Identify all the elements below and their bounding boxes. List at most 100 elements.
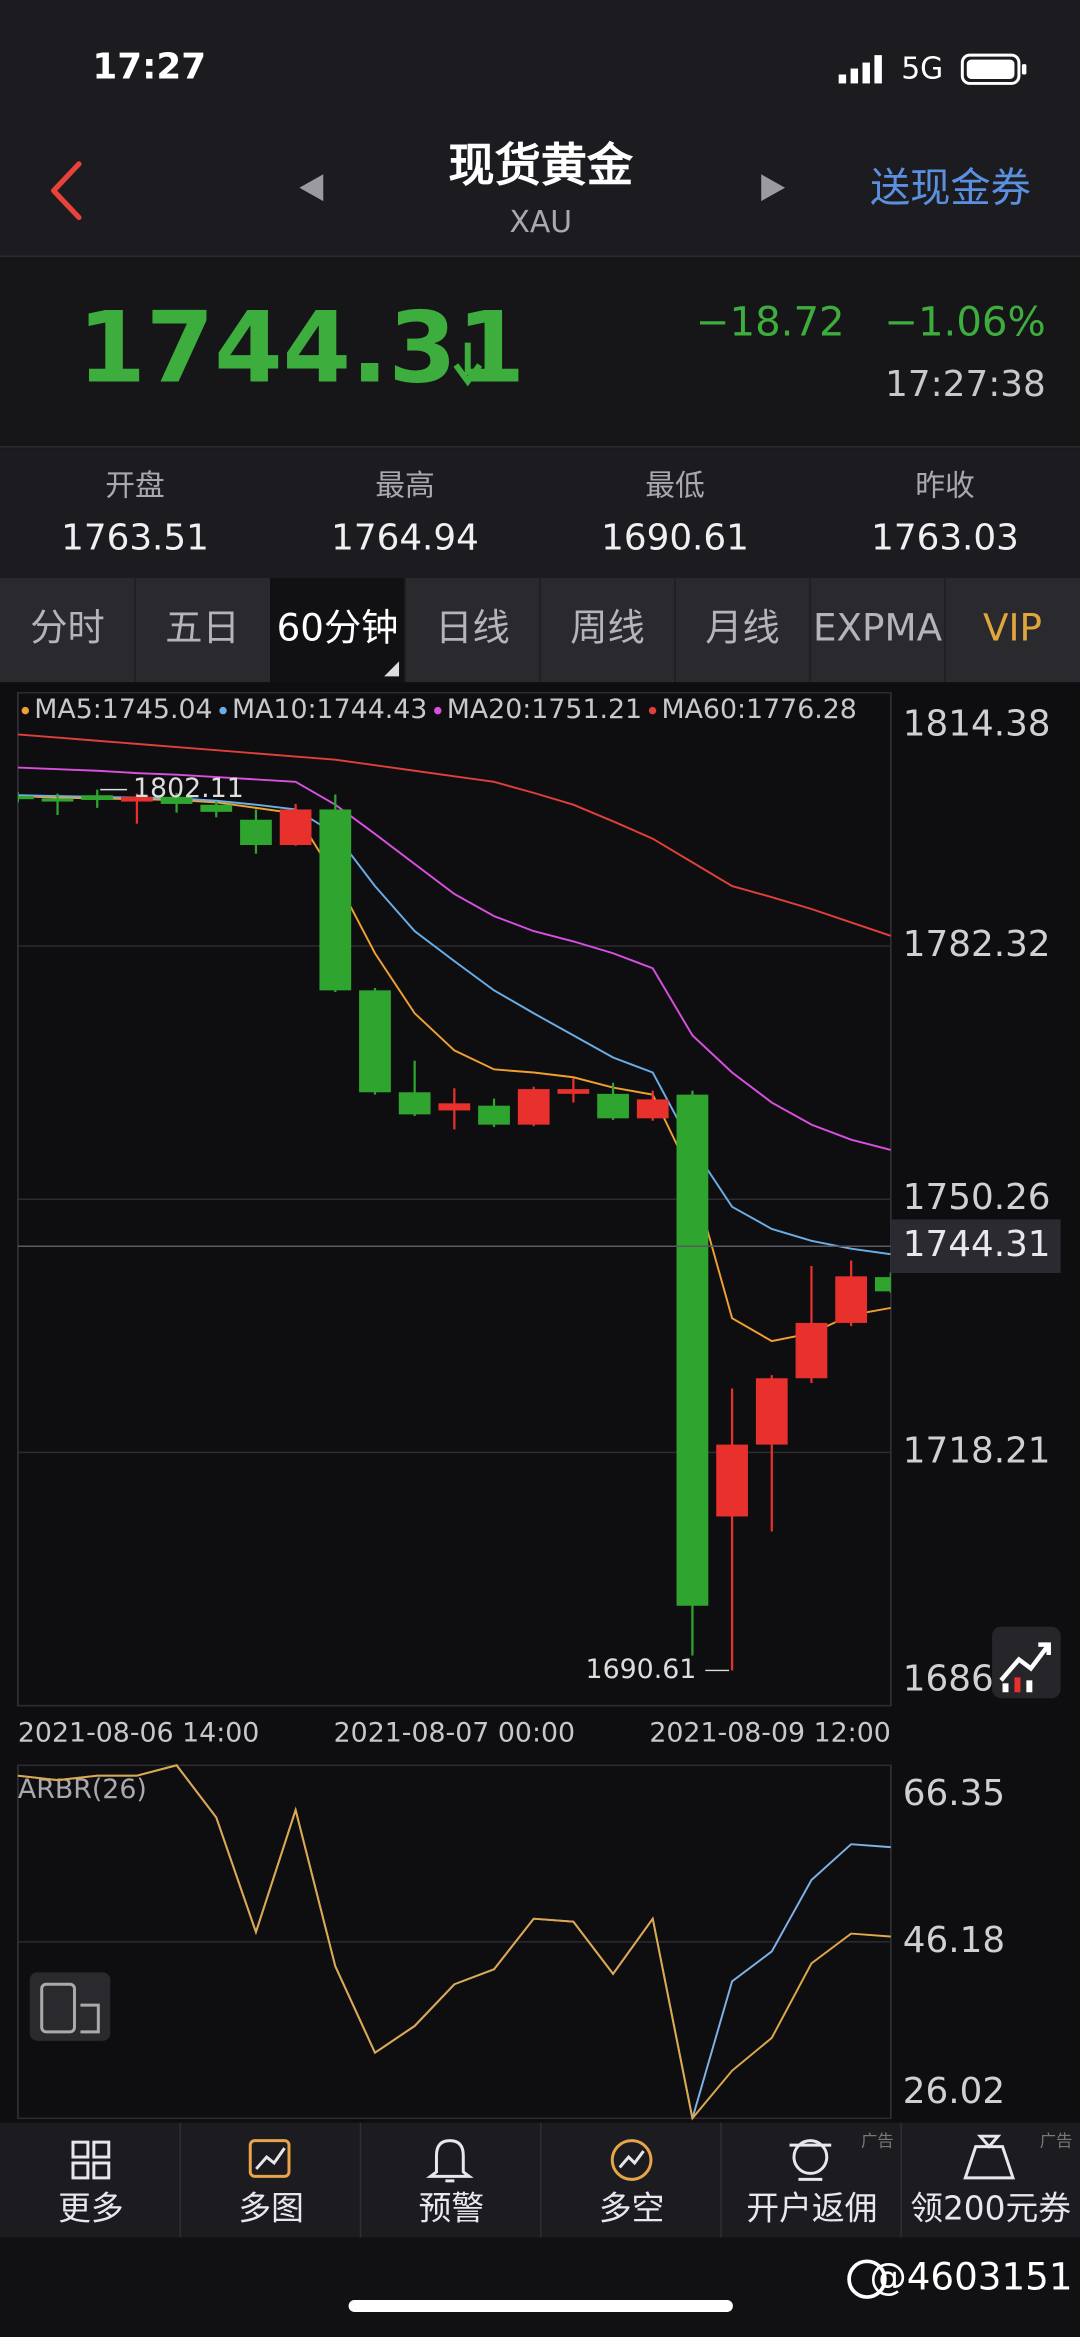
candle-body bbox=[121, 796, 153, 802]
promo-link[interactable]: 送现金券 bbox=[870, 166, 1031, 212]
rotate-icon bbox=[80, 2003, 100, 2034]
chart-background bbox=[0, 682, 1080, 2123]
icon-square bbox=[92, 2140, 111, 2159]
indicator-chart: 26.02 46.18 66.35 ARBR(26) bbox=[17, 1764, 1005, 2121]
tab-label[interactable]: 60分钟 bbox=[277, 606, 399, 650]
nav-label[interactable]: 多图 bbox=[238, 2190, 304, 2228]
moving-average-line bbox=[17, 766, 891, 1151]
watermark-logo bbox=[847, 2259, 887, 2299]
phone-icon bbox=[40, 1982, 76, 2034]
price-chart: MA5:1745.04 MA10:1744.43 MA20:1751.21 MA60:… bbox=[17, 691, 1061, 1748]
candle-body bbox=[240, 819, 272, 846]
x-tick-label: 2021-08-07 00:00 bbox=[334, 1717, 575, 1748]
candle-body bbox=[200, 804, 233, 812]
more-icon[interactable] bbox=[71, 2140, 111, 2180]
stat-value: 1763.03 bbox=[871, 517, 1019, 558]
tab-label[interactable]: VIP bbox=[983, 606, 1042, 650]
stats-background bbox=[0, 448, 1080, 579]
candle-body bbox=[795, 1322, 828, 1379]
y-tick-label: 1750.26 bbox=[903, 1177, 1051, 1218]
candle-body bbox=[359, 990, 391, 1093]
legend-dot bbox=[434, 706, 442, 715]
nav-label[interactable]: 多空 bbox=[599, 2190, 665, 2228]
indicator-title: ARBR(26) bbox=[18, 1774, 147, 1805]
candle-body bbox=[279, 809, 312, 846]
signal-bar bbox=[862, 62, 870, 84]
down-arrow bbox=[453, 342, 483, 387]
last-price-box bbox=[890, 1219, 1061, 1274]
candle-body bbox=[835, 1276, 868, 1323]
signal-bar bbox=[838, 74, 847, 84]
bag bbox=[963, 2145, 1016, 2180]
stat-value: 1764.94 bbox=[331, 517, 479, 558]
legend-dot bbox=[648, 706, 657, 715]
stat-label: 开盘 bbox=[105, 469, 165, 504]
icon-line bbox=[255, 2147, 286, 2170]
nav-label[interactable]: 开户返佣 bbox=[746, 2190, 877, 2228]
period-tabs: 分时 五日 60分钟 日线 周线 月线 EXPMA VIP bbox=[0, 578, 1080, 683]
tab-label[interactable]: 五日 bbox=[165, 606, 239, 650]
previous-arrow[interactable] bbox=[299, 174, 324, 202]
nav-label[interactable]: 预警 bbox=[419, 2190, 485, 2228]
candle-body bbox=[676, 1094, 709, 1606]
next-arrow[interactable] bbox=[761, 174, 786, 202]
y-tick-label: 1814.38 bbox=[903, 703, 1051, 744]
account-icon[interactable] bbox=[789, 2139, 832, 2181]
low-label: 1690.61 bbox=[586, 1654, 697, 1685]
tab-label[interactable]: 日线 bbox=[435, 606, 509, 650]
status-time: 17:27 bbox=[92, 47, 206, 88]
tab-label[interactable]: 月线 bbox=[705, 606, 779, 650]
stat-label: 昨收 bbox=[915, 469, 975, 504]
tab-label[interactable]: 分时 bbox=[30, 606, 104, 650]
nav-dividers bbox=[179, 2122, 902, 2238]
y-tick-label: 1718.21 bbox=[903, 1430, 1051, 1471]
signal-bar bbox=[850, 68, 859, 84]
plot-area bbox=[17, 733, 891, 1671]
last-price-label: 1744.31 bbox=[903, 1224, 1051, 1265]
back-button[interactable] bbox=[51, 161, 82, 221]
long-short-icon[interactable] bbox=[610, 2139, 653, 2181]
instrument-symbol: XAU bbox=[509, 205, 572, 240]
home-indicator[interactable] bbox=[348, 2300, 733, 2312]
candle-body bbox=[438, 1103, 471, 1111]
stat-label: 最高 bbox=[375, 469, 435, 504]
x-tick-label: 2021-08-06 14:00 bbox=[18, 1717, 259, 1748]
watermark: @4603151 bbox=[869, 2255, 1072, 2299]
instrument-title: 现货黄金 bbox=[448, 138, 633, 192]
candle-body bbox=[636, 1099, 669, 1119]
trend-icon bbox=[999, 1642, 1051, 1682]
header-background bbox=[0, 0, 1080, 257]
icon-circle bbox=[610, 2139, 653, 2181]
legend-dot bbox=[21, 706, 30, 715]
multi-chart-icon[interactable] bbox=[248, 2139, 291, 2178]
icon-frame bbox=[248, 2139, 291, 2178]
price-change-percent: −1.06% bbox=[884, 300, 1045, 346]
legend-label: MA5:1745.04 bbox=[34, 694, 212, 725]
candle-body bbox=[17, 796, 34, 800]
high-label: 1802.11 bbox=[133, 773, 244, 804]
coupon-icon[interactable] bbox=[963, 2134, 1016, 2180]
x-tick-label: 2021-08-09 12:00 bbox=[649, 1717, 890, 1748]
icon-line bbox=[789, 2143, 832, 2181]
landscape-button[interactable] bbox=[29, 1972, 111, 2041]
legend-dot bbox=[219, 706, 227, 715]
tab-label[interactable]: EXPMA bbox=[813, 606, 943, 650]
tab-label[interactable]: 周线 bbox=[570, 606, 644, 650]
icon-square bbox=[71, 2140, 90, 2159]
nav-label[interactable]: 领200元券 bbox=[910, 2190, 1071, 2228]
candle-body bbox=[517, 1089, 550, 1125]
stat-label: 最低 bbox=[645, 469, 705, 504]
candle-body bbox=[319, 809, 352, 991]
icon-square bbox=[71, 2161, 90, 2180]
candle-body bbox=[398, 1092, 431, 1115]
nav-label[interactable]: 更多 bbox=[58, 2190, 124, 2228]
candle-body bbox=[81, 795, 114, 800]
alert-icon[interactable] bbox=[426, 2139, 474, 2183]
chart-style-button[interactable] bbox=[992, 1626, 1061, 1699]
candle-body bbox=[755, 1378, 788, 1445]
y-tick-label: 66.35 bbox=[903, 1773, 1005, 1814]
candle-body bbox=[597, 1093, 629, 1119]
